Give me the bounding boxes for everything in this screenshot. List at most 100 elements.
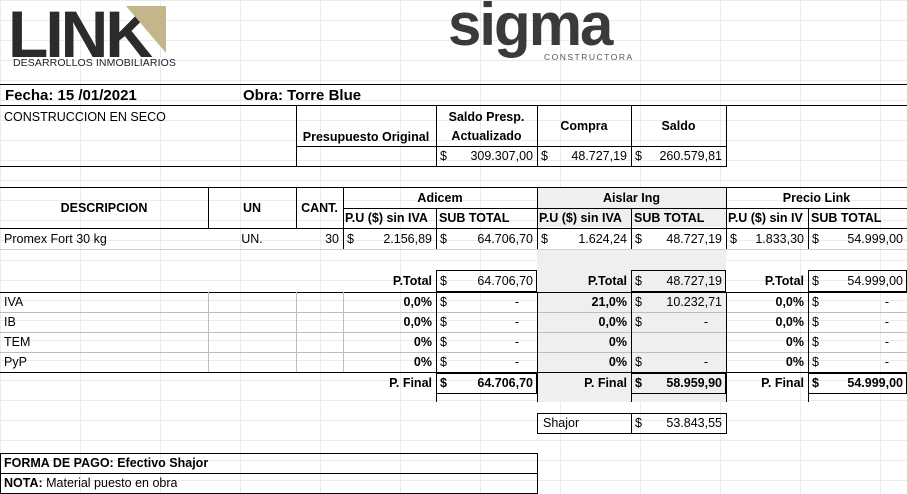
ib-val-adicem-value: - bbox=[514, 315, 519, 330]
item-un: UN. bbox=[241, 232, 263, 247]
saldo-label: Saldo bbox=[661, 118, 696, 133]
pfinal-label-1: P. Final bbox=[389, 376, 432, 391]
currency-sign: $ bbox=[635, 355, 642, 370]
shajor-amount: 53.843,55 bbox=[666, 416, 722, 431]
nota-label: NOTA: bbox=[4, 476, 43, 491]
pfinal-aislar-value: 58.959,90 bbox=[666, 376, 722, 391]
currency-sign: $ bbox=[812, 295, 819, 310]
nota-row: NOTA: Material puesto en obra bbox=[1, 474, 177, 493]
saldo-presp-value: $ 309.307,00 bbox=[436, 147, 537, 166]
link-logo-k-accent bbox=[126, 6, 166, 53]
currency-sign: $ bbox=[440, 315, 447, 330]
item-cant: 30 bbox=[325, 232, 339, 247]
adicem-subtotal-value: 64.706,70 bbox=[477, 232, 533, 247]
currency-sign: $ bbox=[440, 355, 447, 370]
currency-sign: $ bbox=[635, 416, 642, 431]
link-subtotal-value: 54.999,00 bbox=[847, 232, 903, 247]
currency-sign: $ bbox=[812, 376, 819, 391]
tem-val-link: $ - bbox=[808, 333, 907, 352]
link-subtotal-header: SUB TOTAL bbox=[811, 211, 882, 226]
presupuesto-original-label: Presupuesto Original bbox=[302, 129, 430, 144]
ptotal-label-2: P.Total bbox=[587, 273, 627, 288]
adicem-pu-header: P.U ($) sin IVA bbox=[345, 211, 428, 226]
iva-val-adicem: $ - bbox=[436, 293, 537, 312]
col-cant: CANT. bbox=[301, 200, 338, 215]
ptotal-box-1 bbox=[436, 270, 537, 292]
currency-sign: $ bbox=[440, 376, 447, 391]
supplier-precio-link: Precio Link bbox=[782, 190, 851, 205]
pfinal-adicem: $64.706,70 bbox=[436, 374, 537, 393]
tem-val-adicem: $ - bbox=[436, 333, 537, 352]
pfinal-label-2: P. Final bbox=[584, 376, 627, 391]
tem-pct-aislar: 0% bbox=[608, 335, 627, 350]
currency-sign: $ bbox=[440, 149, 447, 164]
currency-sign: $ bbox=[440, 273, 447, 288]
link-pu-value: 1.833,30 bbox=[755, 232, 804, 247]
forma-pago: FORMA DE PAGO: Efectivo Shajor bbox=[4, 456, 209, 471]
iva-val-adicem-value: - bbox=[514, 295, 519, 310]
ptotal-label-1: P.Total bbox=[392, 273, 432, 288]
iva-pct-adicem: 0,0% bbox=[403, 295, 433, 310]
nota-text: Material puesto en obra bbox=[42, 476, 178, 491]
pfinal-box-2 bbox=[631, 372, 726, 394]
pyp-pct-aislar: 0% bbox=[608, 355, 627, 370]
aislar-pu: $1.624,24 bbox=[537, 230, 631, 249]
currency-sign: $ bbox=[812, 273, 819, 288]
tax-name-pyp: PyP bbox=[4, 355, 27, 370]
link-pu: $1.833,30 bbox=[726, 230, 808, 249]
currency-sign: $ bbox=[541, 149, 548, 164]
supplier-adicem: Adicem bbox=[417, 190, 463, 205]
currency-sign: $ bbox=[635, 376, 642, 391]
ib-pct-link: 0,0% bbox=[775, 315, 805, 330]
pyp-val-adicem: $ - bbox=[436, 353, 537, 372]
currency-sign: $ bbox=[635, 149, 642, 164]
ptotal-aislar-value: 48.727,19 bbox=[666, 273, 722, 288]
saldo-value: $ 260.579,81 bbox=[631, 147, 726, 166]
obra-label: Obra: Torre Blue bbox=[243, 86, 362, 104]
tax-name-iva: IVA bbox=[4, 295, 24, 310]
pyp-pct-adicem: 0% bbox=[413, 355, 432, 370]
pyp-pct-link: 0% bbox=[785, 355, 804, 370]
pfinal-label-3: P. Final bbox=[761, 376, 804, 391]
link-logo: LINK bbox=[8, 0, 178, 71]
currency-sign: $ bbox=[730, 232, 737, 247]
pfinal-aislar: $58.959,90 bbox=[631, 374, 726, 393]
shajor-box bbox=[537, 413, 727, 434]
shajor-label: Shajor bbox=[543, 416, 580, 431]
sigma-logo: sigma CONSTRUCTORA bbox=[448, 0, 638, 64]
tax-name-ib: IB bbox=[4, 315, 16, 330]
iva-val-link-value: - bbox=[884, 295, 889, 310]
tem-pct-adicem: 0% bbox=[413, 335, 432, 350]
currency-sign: $ bbox=[541, 232, 548, 247]
iva-val-aislar: $10.232,71 bbox=[631, 293, 726, 312]
currency-sign: $ bbox=[440, 295, 447, 310]
sigma-logo-text: sigma bbox=[448, 0, 613, 58]
adicem-subtotal: $64.706,70 bbox=[436, 230, 537, 249]
tem-val-adicem-value: - bbox=[514, 335, 519, 350]
pyp-val-link-value: - bbox=[884, 355, 889, 370]
ptotal-link-value: 54.999,00 bbox=[847, 273, 903, 288]
ib-pct-aislar: 0,0% bbox=[598, 315, 628, 330]
saldo-presp-amount: 309.307,00 bbox=[470, 149, 533, 164]
link-subtotal: $54.999,00 bbox=[808, 230, 907, 249]
iva-pct-link: 0,0% bbox=[775, 295, 805, 310]
pyp-val-aislar: $ - bbox=[631, 353, 726, 372]
ptotal-label-3: P.Total bbox=[764, 273, 804, 288]
currency-sign: $ bbox=[635, 315, 642, 330]
ib-val-aislar-value: - bbox=[703, 315, 708, 330]
pfinal-link-value: 54.999,00 bbox=[847, 376, 903, 391]
aislar-subtotal-value: 48.727,19 bbox=[666, 232, 722, 247]
currency-sign: $ bbox=[812, 232, 819, 247]
aislar-pu-header: P.U ($) sin IVA bbox=[539, 211, 622, 226]
pyp-val-aislar-value: - bbox=[703, 355, 708, 370]
iva-val-aislar-value: 10.232,71 bbox=[666, 295, 722, 310]
iva-val-link: $ - bbox=[808, 293, 907, 312]
compra-amount: 48.727,19 bbox=[571, 149, 627, 164]
tax-name-tem: TEM bbox=[4, 335, 31, 350]
ptotal-adicem-value: 64.706,70 bbox=[477, 273, 533, 288]
aislar-subtotal: $48.727,19 bbox=[631, 230, 726, 249]
ib-val-aislar: $ - bbox=[631, 313, 726, 332]
saldo-presp-label: Saldo Presp. bbox=[448, 109, 525, 124]
currency-sign: $ bbox=[635, 273, 642, 288]
tem-val-link-value: - bbox=[884, 335, 889, 350]
